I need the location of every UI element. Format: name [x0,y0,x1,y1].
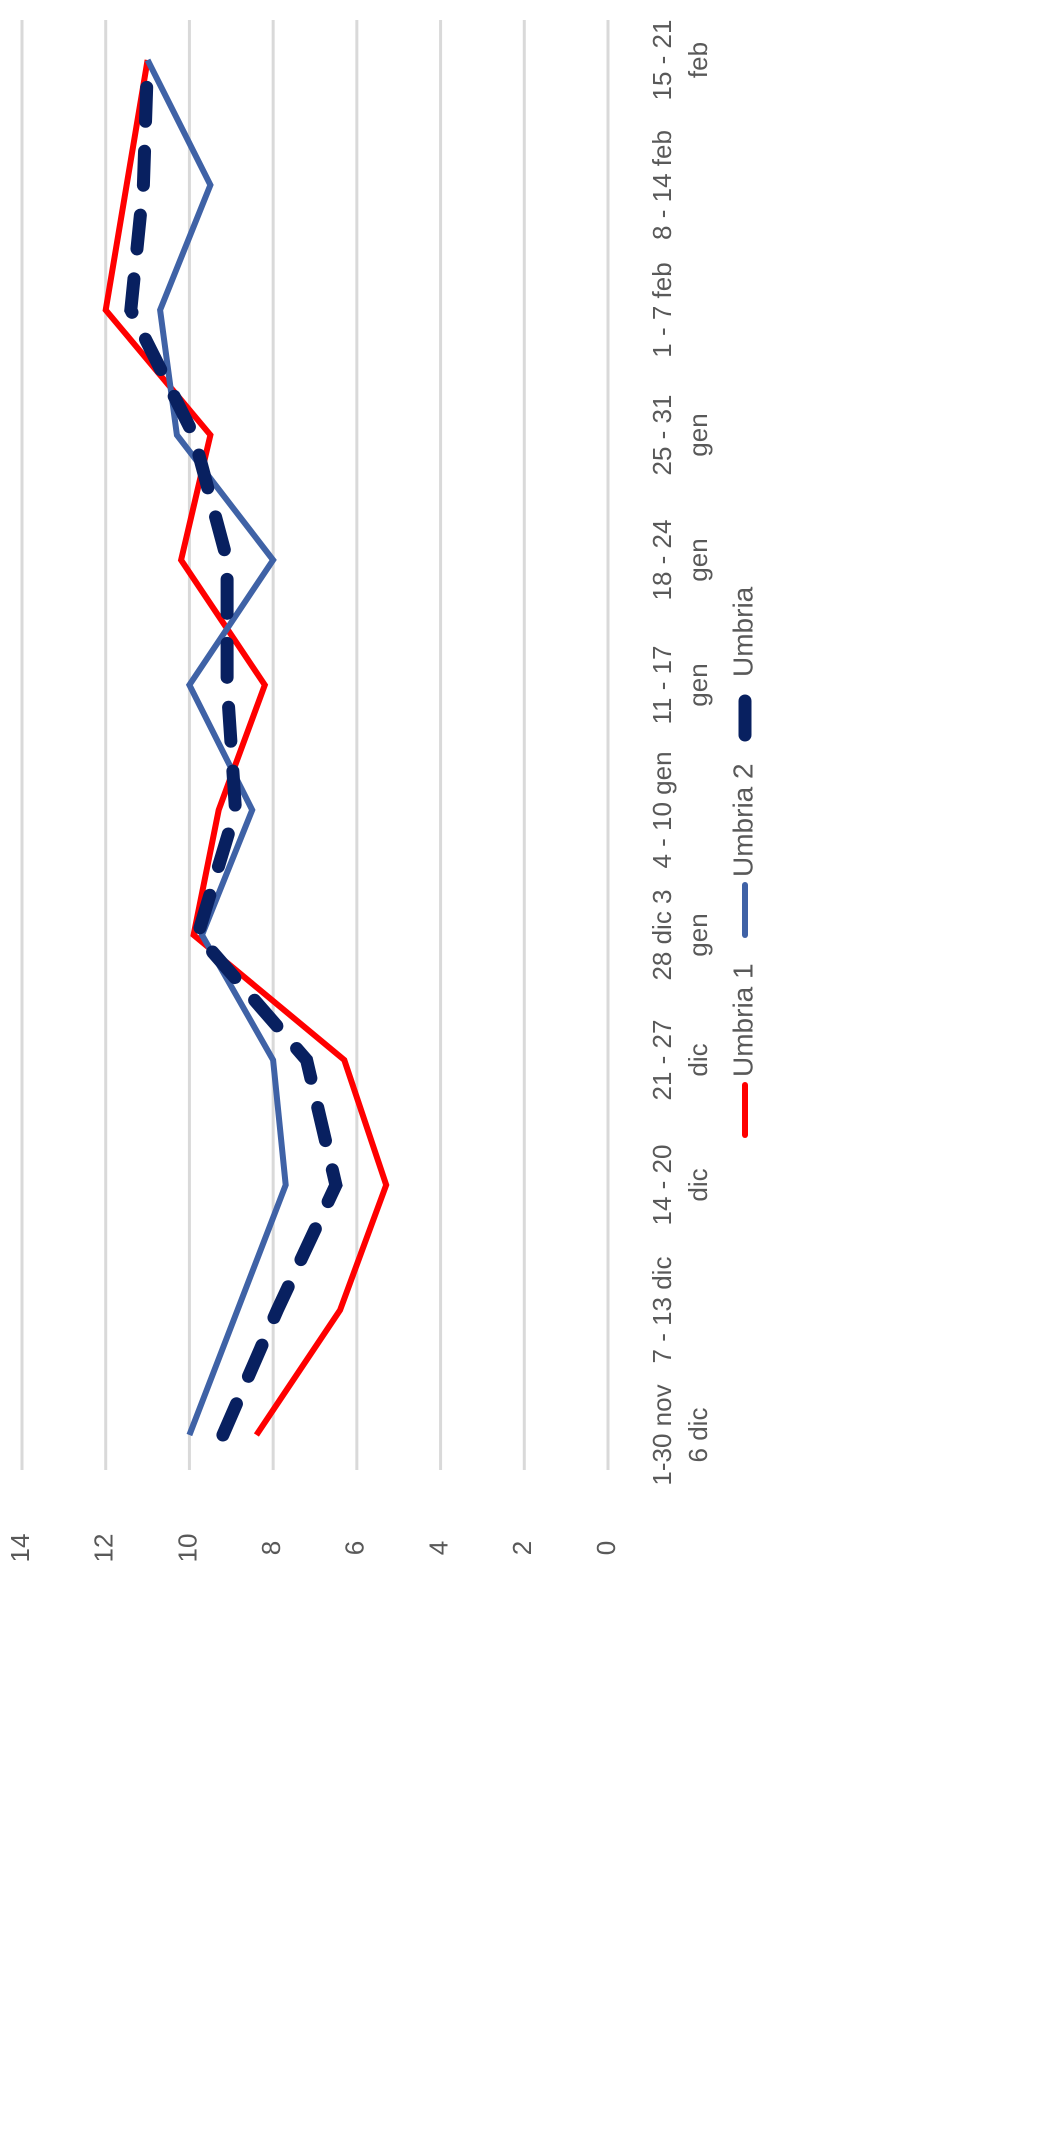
legend: Umbria 1 Umbria 2 Umbria [727,586,758,1138]
x-tick-label: 21 - 27 dic [647,1020,713,1101]
x-tick-label-line: 15 - 21 [647,20,677,101]
series-lines [102,53,390,1442]
x-tick-label-line: 14 - 20 [647,1145,677,1226]
x-tick-label-line: 7 - 13 dic [647,1257,677,1364]
x-tick-label-line: 11 - 17 [647,645,677,724]
x-tick-label: 7 - 13 dic [647,1257,677,1364]
legend-label: Umbria [727,586,758,677]
x-tick-label-line: 4 - 10 gen [647,751,677,868]
series-line-umbria-2 [144,58,289,1437]
x-tick-label: 25 - 31 gen [647,395,713,476]
y-tick-label: 10 [172,1534,202,1563]
x-tick-label-line: dic [683,1043,713,1076]
x-tick-label-line: 28 dic 3 [647,889,677,980]
y-tick-label: 2 [507,1541,537,1555]
legend-label: Umbria 1 [727,963,758,1077]
x-tick-label-line: 25 - 31 [647,395,677,476]
series-line-umbria [124,53,343,1442]
x-tick-label-line: gen [683,913,713,956]
x-tick-label: 15 - 21 feb [647,20,713,101]
x-tick-label: 18 - 24 gen [647,520,713,601]
x-tick-label: 28 dic 3 gen [647,889,713,980]
x-tick-label-line: dic [683,1168,713,1201]
x-tick-label-line: 8 - 14 feb [647,130,677,240]
x-tick-label-line: feb [683,42,713,78]
legend-item: Umbria [727,586,758,742]
x-tick-label-line: 18 - 24 [647,520,677,601]
legend-label: Umbria 2 [727,763,758,877]
y-tick-label: 0 [591,1541,621,1555]
x-tick-label: 1 - 7 feb [647,262,677,357]
x-tick-label-line: 1 - 7 feb [647,262,677,357]
y-axis-ticks: 0 2 4 6 8 10 12 14 [5,1534,621,1563]
x-tick-label-line: 6 dic [683,1408,713,1463]
y-tick-label: 6 [340,1541,370,1555]
x-tick-label-line: gen [683,538,713,581]
y-tick-label: 14 [5,1534,35,1563]
x-tick-label-line: 1-30 nov [647,1384,677,1485]
x-tick-label-line: gen [683,663,713,706]
x-tick-label: 11 - 17 gen [647,645,713,724]
series-line-umbria-1 [102,59,390,1437]
legend-item: Umbria 1 [727,963,758,1138]
y-tick-label: 4 [423,1541,453,1555]
x-tick-label-line: 21 - 27 [647,1020,677,1101]
gridlines [20,20,610,1470]
x-tick-label: 4 - 10 gen [647,751,677,868]
x-tick-label-line: gen [683,413,713,456]
x-tick-label: 1-30 nov 6 dic [647,1384,713,1485]
x-tick-label: 14 - 20 dic [647,1145,713,1226]
y-tick-label: 8 [256,1541,286,1555]
y-tick-label: 12 [89,1534,119,1563]
legend-item: Umbria 2 [727,763,758,938]
x-tick-label: 8 - 14 feb [647,130,677,240]
